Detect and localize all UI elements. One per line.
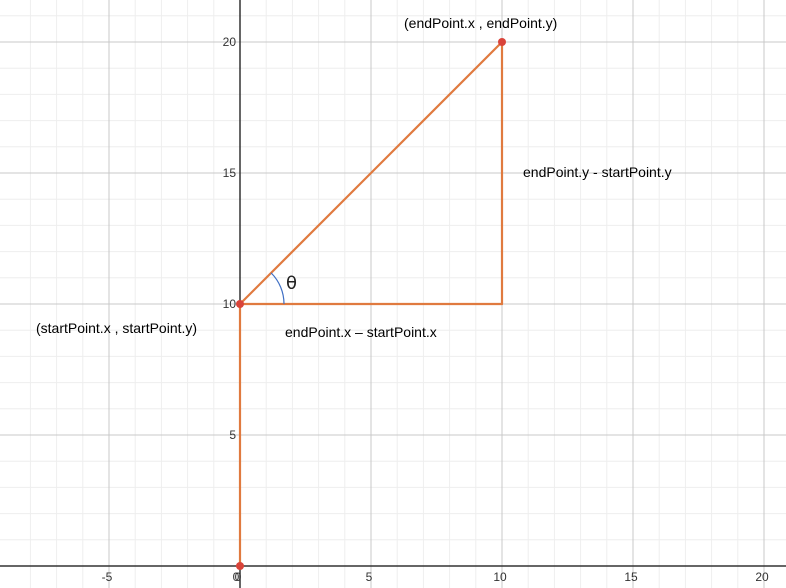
triangle-segment xyxy=(238,40,504,306)
delta-x-label: endPoint.x – startPoint.x xyxy=(285,324,437,340)
x-tick-label: 10 xyxy=(493,570,507,584)
x-tick-label: 20 xyxy=(755,570,769,584)
y-tick-label: 5 xyxy=(229,428,236,442)
data-point xyxy=(236,562,244,570)
angle-arc xyxy=(270,272,285,305)
theta-label: θ xyxy=(286,273,297,294)
x-tick-label: -5 xyxy=(102,570,113,584)
delta-y-label: endPoint.y - startPoint.y xyxy=(523,164,672,180)
data-points xyxy=(236,38,506,570)
x-tick-label: 5 xyxy=(366,570,373,584)
data-point xyxy=(236,300,244,308)
start-point-label: (startPoint.x , startPoint.y) xyxy=(36,320,197,336)
y-tick-label: 20 xyxy=(223,35,237,49)
data-point xyxy=(498,38,506,46)
end-point-label: (endPoint.x , endPoint.y) xyxy=(404,15,557,31)
x-tick-label: 0 xyxy=(235,570,242,584)
y-tick-label: 15 xyxy=(223,166,237,180)
x-tick-label: 15 xyxy=(624,570,638,584)
origin-tick-label: 0 xyxy=(233,570,240,584)
y-tick-label: 10 xyxy=(223,297,237,311)
